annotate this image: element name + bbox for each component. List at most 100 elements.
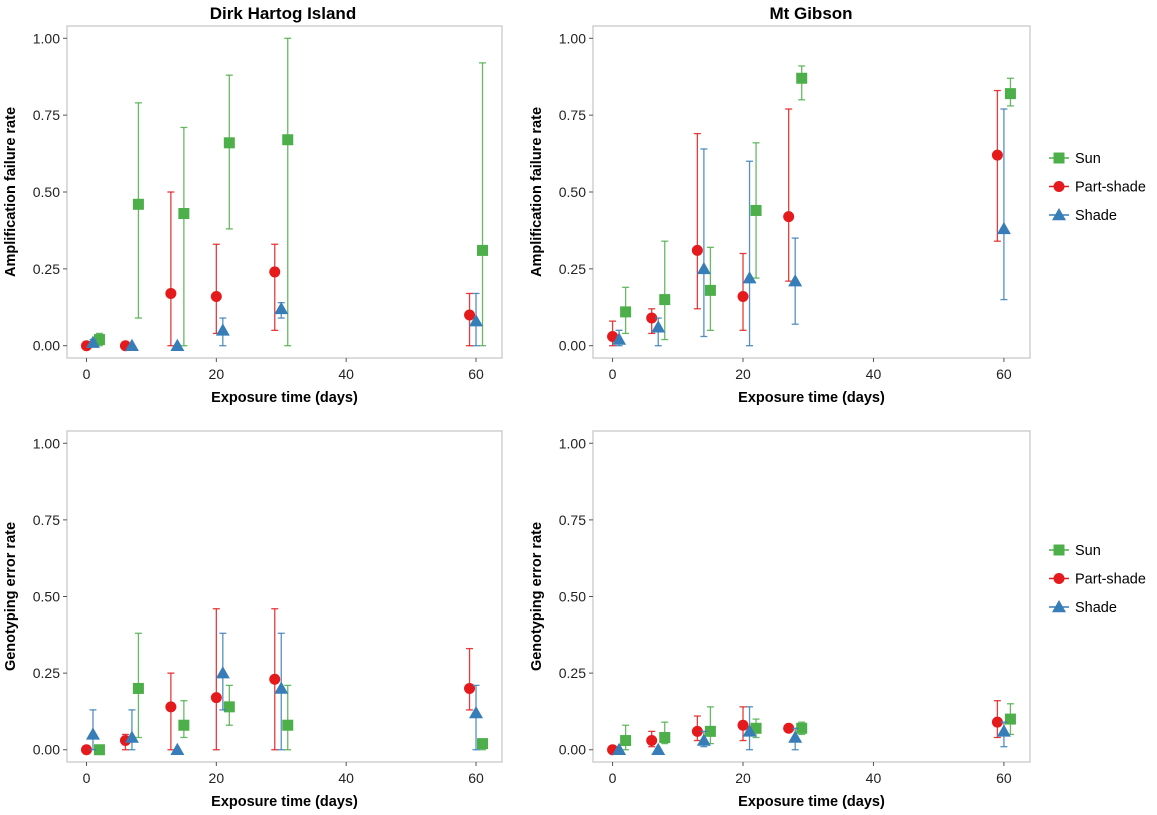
data-point	[477, 738, 489, 750]
legend-key-marker	[1052, 600, 1066, 613]
data-point	[85, 335, 100, 348]
data-point	[165, 287, 177, 299]
data-point	[788, 730, 803, 743]
legend-2: Sun Part-shade Shade	[1049, 543, 1146, 616]
series-shade	[612, 706, 1011, 755]
x-tick-label: 60	[468, 770, 484, 786]
data-point	[282, 719, 294, 731]
data-point	[737, 719, 749, 731]
data-point	[704, 725, 716, 737]
x-tick-label: 20	[735, 770, 751, 786]
data-point	[796, 722, 808, 734]
data-point	[696, 733, 711, 746]
legend-key-marker	[1053, 544, 1065, 556]
data-point	[691, 725, 703, 737]
chart-panel-1: Dirk Hartog Island 0.00 0.25 0.50 0.75 1.00 0 2…	[3, 4, 503, 406]
y-tick-label: 0.75	[559, 512, 586, 528]
data-point	[1004, 88, 1016, 100]
data-point	[124, 338, 139, 351]
y-tick-label: 0.25	[33, 261, 60, 277]
series-part-shade	[607, 89, 1003, 347]
plot-frame	[592, 25, 1031, 359]
x-axis-title: Exposure time (days)	[211, 794, 358, 810]
data-point	[464, 682, 476, 694]
legend-label: Sun	[1075, 151, 1101, 167]
x-tick-label: 40	[866, 366, 882, 382]
data-point	[659, 731, 671, 743]
data-point	[737, 291, 749, 303]
chart-panel-3: 0.00 0.25 0.50 0.75 1.00 0 20 40 60 Exposure time…	[3, 430, 503, 810]
data-point	[215, 323, 230, 336]
data-point	[210, 291, 222, 303]
data-point	[742, 724, 757, 737]
series-shade	[85, 292, 484, 351]
data-point	[991, 716, 1003, 728]
chart-panel-4: 0.00 0.25 0.50 0.75 1.00 0 20 40 60 Exposure time…	[529, 430, 1031, 810]
data-point	[124, 730, 139, 743]
plot-frame	[592, 430, 1031, 763]
data-point	[85, 727, 100, 740]
data-point	[691, 244, 703, 256]
data-point	[269, 673, 281, 685]
y-tick-label: 0.50	[559, 589, 586, 605]
legend-label: Part-shade	[1075, 572, 1146, 588]
data-point	[783, 722, 795, 734]
y-axis-title: Genotyping error rate	[3, 522, 19, 671]
y-tick-label: 0.25	[559, 665, 586, 681]
series-sun	[93, 632, 489, 756]
data-point	[612, 742, 627, 755]
panel-title: Dirk Hartog Island	[210, 4, 356, 23]
y-axis-title: Amplification failure rate	[3, 107, 19, 277]
series-part-shade	[607, 700, 1003, 756]
y-axis-title: Amplification failure rate	[529, 107, 545, 277]
x-tick-label: 0	[609, 770, 617, 786]
x-tick-label: 0	[83, 770, 91, 786]
y-tick-label: 0.00	[559, 742, 586, 758]
data-point	[93, 744, 105, 756]
data-point	[796, 72, 808, 84]
data-point	[991, 149, 1003, 161]
chart-panel-2: Mt Gibson 0.00 0.25 0.50 0.75 1.00 0 20 40 60 Expo…	[529, 4, 1031, 406]
data-point	[651, 742, 666, 755]
series-sun	[93, 37, 489, 347]
data-point	[996, 221, 1011, 235]
data-point	[215, 666, 230, 679]
data-point	[659, 294, 671, 306]
y-tick-label: 0.00	[33, 742, 60, 758]
data-point	[1004, 713, 1016, 725]
data-point	[132, 198, 144, 210]
data-point	[750, 722, 762, 734]
data-point	[165, 701, 177, 713]
data-point	[274, 301, 289, 315]
data-point	[80, 744, 92, 756]
data-point	[696, 261, 711, 275]
data-point	[646, 735, 658, 747]
data-point	[646, 312, 658, 324]
panel-title: Mt Gibson	[769, 4, 852, 23]
x-tick-label: 40	[338, 770, 354, 786]
data-point	[223, 137, 235, 149]
data-point	[620, 306, 632, 318]
legend-1: Sun Part-shade Shade	[1049, 151, 1146, 224]
y-tick-label: 1.00	[33, 30, 60, 46]
data-point	[704, 284, 716, 296]
data-point	[742, 271, 757, 284]
y-tick-label: 1.00	[559, 30, 586, 46]
x-axis-title: Exposure time (days)	[738, 390, 885, 406]
legend-key-marker	[1053, 573, 1065, 584]
y-tick-label: 0.75	[33, 512, 60, 528]
x-axis-title: Exposure time (days)	[738, 794, 885, 810]
x-tick-label: 0	[83, 366, 91, 382]
data-point	[788, 274, 803, 287]
y-axis-title: Genotyping error rate	[529, 522, 545, 671]
data-point	[783, 211, 795, 223]
legend-label: Sun	[1075, 543, 1101, 559]
x-tick-label: 60	[996, 366, 1012, 382]
y-tick-label: 0.25	[559, 261, 586, 277]
y-tick-label: 0.00	[559, 338, 586, 354]
legend-key-marker	[1052, 208, 1066, 221]
data-point	[170, 742, 185, 755]
legend-label: Shade	[1075, 208, 1117, 224]
y-tick-label: 1.00	[33, 435, 60, 451]
